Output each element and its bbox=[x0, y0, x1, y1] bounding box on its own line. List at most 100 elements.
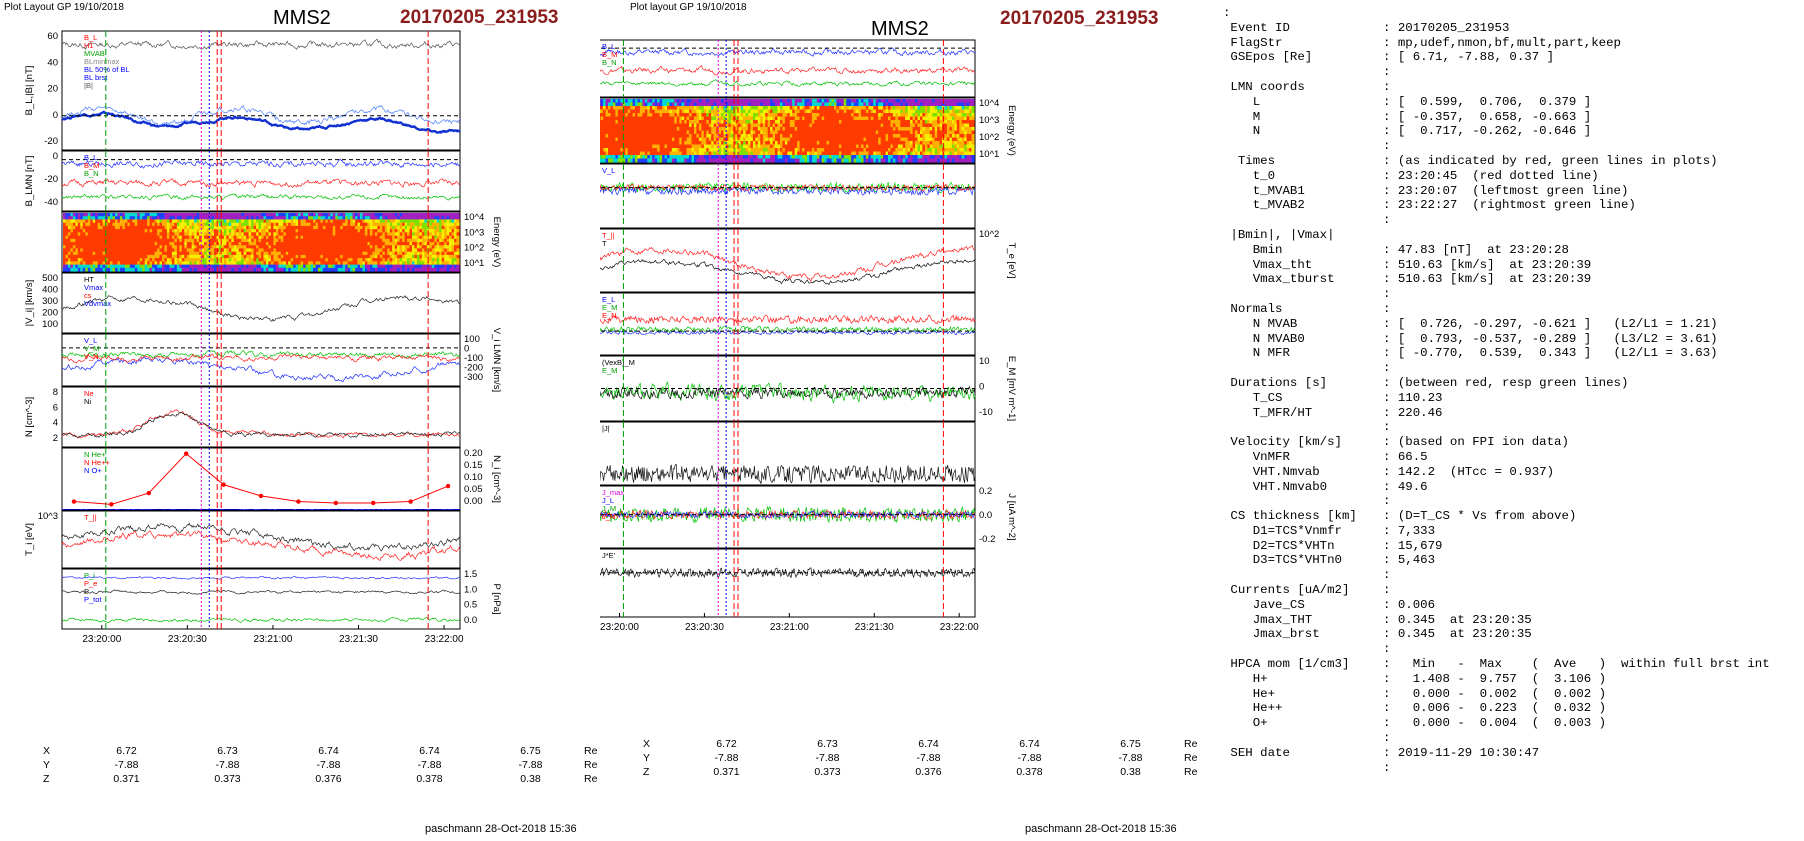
spectrogram-cell bbox=[436, 258, 440, 262]
spectrogram-cell bbox=[303, 232, 307, 237]
spectrogram-cell bbox=[362, 235, 366, 240]
spectrogram-cell bbox=[263, 264, 267, 269]
spectrogram-cell bbox=[68, 213, 72, 217]
spectrogram-cell bbox=[75, 229, 79, 233]
spectrogram-cell bbox=[402, 225, 406, 230]
spectrogram-cell bbox=[226, 235, 230, 240]
spectrogram-cell bbox=[674, 134, 678, 139]
spectrogram-cell bbox=[288, 254, 292, 259]
spectrogram-cell bbox=[831, 109, 835, 114]
spectrogram-cell bbox=[332, 238, 336, 243]
spectrogram-cell bbox=[429, 229, 433, 233]
spectrogram-cell bbox=[129, 219, 133, 224]
spectrogram-cell bbox=[807, 116, 811, 121]
spectrogram-cell bbox=[802, 99, 806, 104]
spectrogram-cell bbox=[684, 137, 688, 142]
spectrogram-cell bbox=[397, 258, 401, 262]
spectrogram-cell bbox=[77, 222, 81, 227]
spectrogram-cell bbox=[176, 238, 180, 243]
spectrogram-cell bbox=[293, 267, 297, 272]
spectrogram-cell bbox=[273, 264, 277, 269]
spectrogram-cell bbox=[698, 99, 702, 104]
spectrogram-cell bbox=[80, 264, 84, 269]
spectrogram-cell bbox=[456, 251, 460, 256]
spectrogram-cell bbox=[335, 232, 339, 237]
spectrogram-cell bbox=[115, 229, 119, 233]
spectrogram-cell bbox=[112, 267, 116, 272]
spectrogram-cell bbox=[434, 225, 438, 230]
spectrogram-cell bbox=[261, 222, 265, 227]
spectrogram-cell bbox=[387, 251, 391, 256]
spectrogram-cell bbox=[752, 148, 756, 153]
spectrogram-cell bbox=[811, 116, 815, 121]
spectrogram-cell bbox=[119, 235, 123, 240]
spectrogram-cell bbox=[87, 254, 91, 259]
spectrogram-cell bbox=[713, 141, 717, 146]
spectrogram-cell bbox=[194, 248, 198, 253]
spectrogram-cell bbox=[752, 144, 756, 149]
spectrogram-cell bbox=[330, 235, 334, 240]
spectrogram-cell bbox=[350, 245, 354, 249]
spectrogram-cell bbox=[164, 245, 168, 249]
spectrogram-cell bbox=[253, 216, 257, 220]
spectrogram-cell bbox=[246, 267, 250, 272]
spectrogram-cell bbox=[713, 99, 717, 104]
spectrogram-cell bbox=[644, 123, 648, 128]
he-pp-point bbox=[258, 493, 264, 499]
spectrogram-cell bbox=[90, 264, 94, 269]
tick-label: 1.0 bbox=[464, 584, 477, 595]
spectrogram-cell bbox=[117, 258, 121, 262]
tick-label: 10^3 bbox=[38, 511, 58, 522]
spectrogram-cell bbox=[730, 116, 734, 121]
spectrogram-cell bbox=[738, 116, 742, 121]
spectrogram-cell bbox=[105, 245, 109, 249]
spectrogram-cell bbox=[716, 137, 720, 142]
spectrogram-cell bbox=[622, 158, 626, 163]
spectrogram-cell bbox=[251, 238, 255, 243]
spectrogram-cell bbox=[394, 235, 398, 240]
spectrogram-cell bbox=[799, 120, 803, 125]
spectrogram-cell bbox=[701, 99, 705, 104]
spectrogram-cell bbox=[454, 225, 458, 230]
spectrogram-cell bbox=[625, 144, 629, 149]
spectrogram-cell bbox=[248, 248, 252, 253]
spectrogram-cell bbox=[821, 130, 825, 135]
spectrogram-cell bbox=[337, 229, 341, 233]
spectrogram-cell bbox=[637, 137, 641, 142]
spectrogram-cell bbox=[416, 264, 420, 269]
spectrogram-cell bbox=[243, 232, 247, 237]
spectrogram-cell bbox=[667, 123, 671, 128]
spectrogram-cell bbox=[85, 213, 89, 217]
spectrogram-cell bbox=[355, 245, 359, 249]
spectrogram-cell bbox=[256, 248, 260, 253]
spectrogram-cell bbox=[196, 222, 200, 227]
spectrogram-cell bbox=[258, 225, 262, 230]
spectrogram-cell bbox=[80, 232, 84, 237]
spectrogram-cell bbox=[755, 151, 759, 156]
spectrogram-cell bbox=[360, 225, 364, 230]
spectrogram-cell bbox=[152, 245, 156, 249]
spectrogram-cell bbox=[95, 229, 99, 233]
spectrogram-cell bbox=[748, 144, 752, 149]
spectrogram-cell bbox=[412, 254, 416, 259]
spectrogram-cell bbox=[819, 137, 823, 142]
spectrogram-cell bbox=[639, 134, 643, 139]
spectrogram-cell bbox=[757, 116, 761, 121]
spectrogram-cell bbox=[107, 267, 111, 272]
spectrogram-cell bbox=[632, 99, 636, 104]
spectrogram-cell bbox=[189, 222, 193, 227]
spectrogram-cell bbox=[70, 258, 74, 262]
spectrogram-cell bbox=[733, 148, 737, 153]
spectrogram-cell bbox=[63, 267, 67, 272]
spectrogram-cell bbox=[449, 248, 453, 253]
spectrogram-cell bbox=[662, 155, 666, 160]
spectrogram-cell bbox=[345, 232, 349, 237]
spectrogram-cell bbox=[412, 251, 416, 256]
spectrogram-cell bbox=[394, 264, 398, 269]
orbit-cell: 0.371 bbox=[113, 773, 140, 785]
spectrogram-cell bbox=[409, 225, 413, 230]
spectrogram-cell bbox=[147, 219, 151, 224]
spectrogram-cell bbox=[226, 232, 230, 237]
spectrogram-cell bbox=[762, 127, 766, 132]
spectrogram-cell bbox=[392, 258, 396, 262]
